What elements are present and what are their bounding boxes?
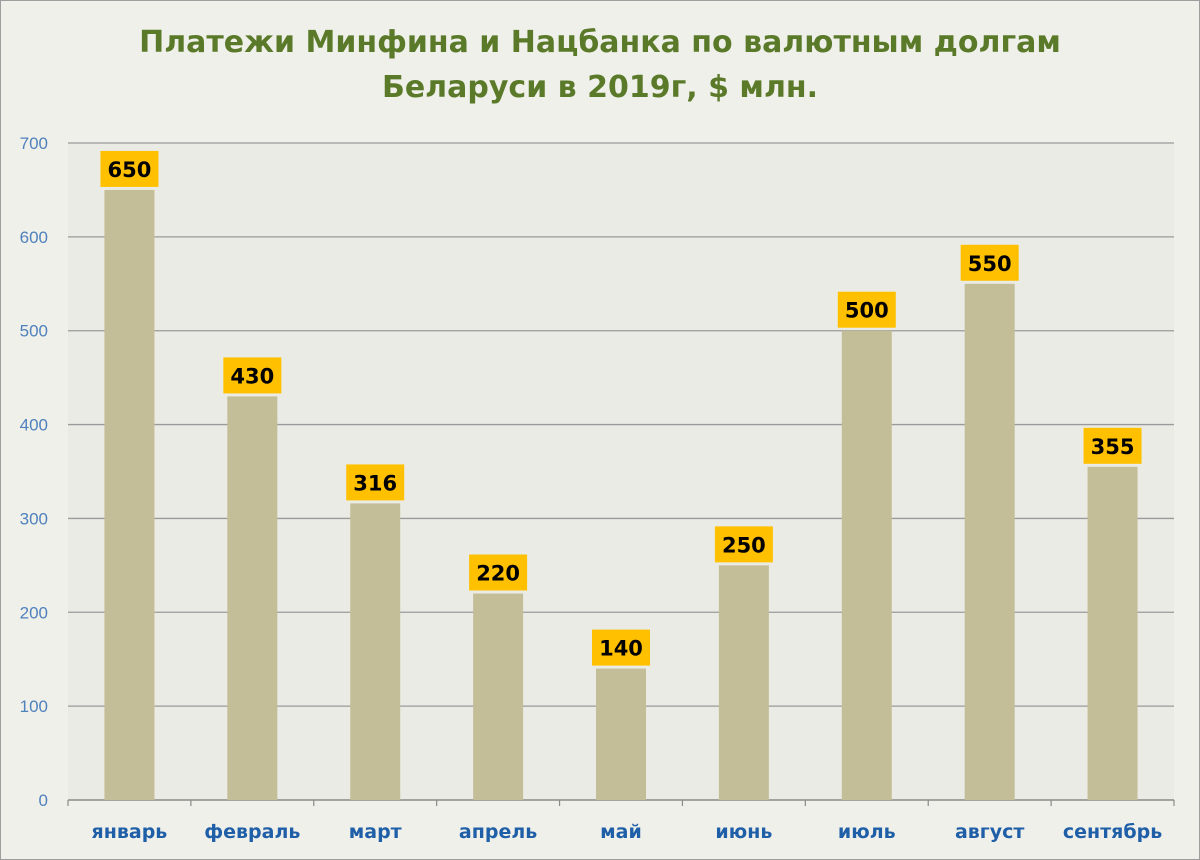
bars <box>104 189 1138 800</box>
y-axis: 0 100 200 300 400 500 600 700 <box>20 134 48 810</box>
x-tick-label: февраль <box>204 821 300 843</box>
data-label-box <box>100 150 159 187</box>
y-tick-label: 700 <box>20 134 48 153</box>
x-tick-label: август <box>955 821 1024 843</box>
y-tick-label: 100 <box>20 697 48 716</box>
x-axis: январь февраль март апрель май июнь июль август… <box>67 799 1175 843</box>
data-label-box <box>346 464 405 501</box>
chart-title: Платежи Минфина и Нацбанка по валютным д… <box>0 20 1200 110</box>
x-tick-label: май <box>600 821 642 843</box>
y-tick-label: 300 <box>20 509 48 528</box>
x-tick-label: июнь <box>715 821 772 843</box>
bar <box>350 503 401 800</box>
data-label-box <box>837 291 896 328</box>
data-label: 220 <box>476 562 520 586</box>
bar <box>104 189 155 800</box>
data-labels: 650 430 316 220 140 250 500 550 355 <box>100 150 1142 666</box>
data-label-box <box>1083 427 1142 464</box>
data-label: 355 <box>1091 435 1135 459</box>
data-label-box <box>714 526 773 563</box>
bar <box>596 668 646 800</box>
data-label-box <box>223 357 282 394</box>
x-tick-label: март <box>349 821 402 843</box>
y-tick-label: 400 <box>20 416 48 435</box>
bar <box>227 396 278 800</box>
chart-title-line-1: Платежи Минфина и Нацбанка по валютным д… <box>139 25 1061 60</box>
data-label-box <box>469 554 528 591</box>
bar <box>718 565 769 800</box>
x-tick-label: январь <box>92 821 168 843</box>
data-label: 650 <box>108 158 152 182</box>
data-label: 140 <box>599 637 643 661</box>
y-tick-label: 0 <box>39 791 48 810</box>
x-tick-label: апрель <box>459 821 537 843</box>
data-label: 430 <box>230 364 274 388</box>
x-tick-label: сентябрь <box>1063 821 1162 843</box>
bar <box>841 330 892 800</box>
data-label-box <box>960 244 1019 281</box>
bar <box>1087 466 1138 800</box>
data-label: 550 <box>968 252 1012 276</box>
bar <box>473 593 524 800</box>
y-tick-label: 600 <box>20 228 48 247</box>
data-label: 250 <box>722 533 766 557</box>
chart-title-line-2: Беларуси в 2019г, $ млн. <box>381 70 819 105</box>
data-label-box <box>592 629 650 666</box>
y-tick-label: 500 <box>20 322 48 341</box>
y-tick-label: 200 <box>20 603 48 622</box>
x-tick-label: июль <box>838 821 896 843</box>
data-label: 316 <box>353 471 397 495</box>
data-label: 500 <box>845 299 889 323</box>
bar <box>964 283 1015 800</box>
